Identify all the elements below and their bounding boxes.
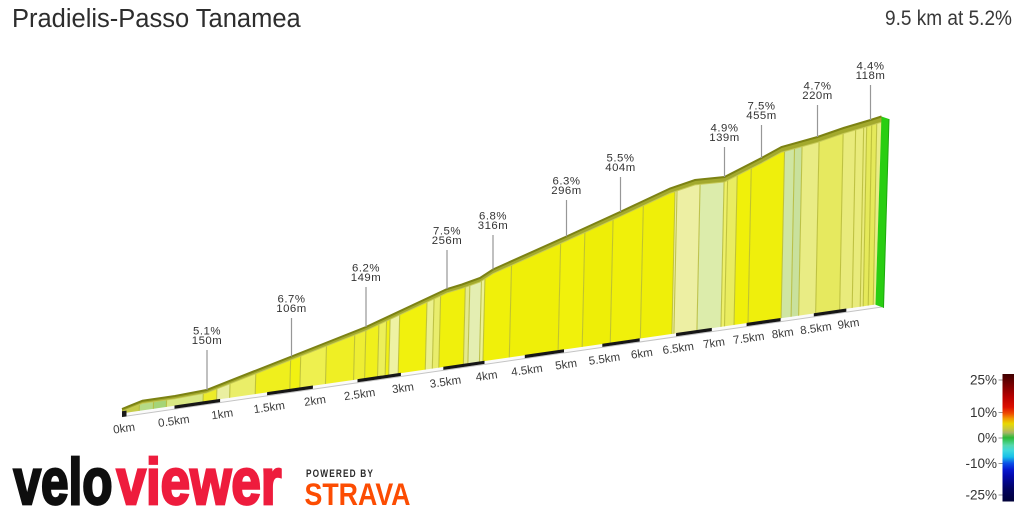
svg-text:296m: 296m [551, 185, 582, 197]
svg-text:6.7%: 6.7% [278, 293, 306, 305]
svg-text:5.1%: 5.1% [193, 325, 221, 337]
svg-text:106m: 106m [276, 303, 307, 315]
svg-text:viewer: viewer [117, 445, 282, 512]
svg-text:7.5km: 7.5km [732, 330, 765, 347]
svg-text:316m: 316m [478, 220, 509, 232]
svg-text:5.5km: 5.5km [588, 351, 621, 368]
svg-text:149m: 149m [351, 272, 382, 284]
svg-text:0.5km: 0.5km [157, 413, 190, 430]
svg-text:6km: 6km [630, 346, 654, 362]
svg-text:7.5%: 7.5% [748, 100, 776, 112]
svg-text:6.5km: 6.5km [662, 340, 695, 357]
svg-text:256m: 256m [432, 235, 463, 247]
svg-text:3km: 3km [391, 380, 415, 396]
svg-text:6.3%: 6.3% [553, 175, 581, 187]
svg-text:455m: 455m [746, 110, 777, 122]
svg-text:-25%: -25% [965, 488, 997, 503]
svg-text:404m: 404m [605, 162, 636, 174]
svg-text:7km: 7km [702, 335, 726, 351]
svg-text:4.5km: 4.5km [510, 362, 543, 379]
svg-text:4km: 4km [475, 368, 499, 384]
svg-text:3.5km: 3.5km [429, 374, 462, 391]
svg-text:220m: 220m [802, 90, 833, 102]
svg-text:9.5 km at 5.2%: 9.5 km at 5.2% [885, 7, 1012, 30]
svg-text:10%: 10% [970, 405, 997, 420]
svg-text:-10%: -10% [965, 456, 997, 471]
svg-text:4.4%: 4.4% [857, 60, 885, 72]
svg-text:7.5%: 7.5% [433, 225, 461, 237]
svg-text:4.9%: 4.9% [711, 122, 739, 134]
svg-text:POWERED BY: POWERED BY [306, 468, 374, 480]
svg-text:2km: 2km [303, 393, 327, 409]
svg-text:25%: 25% [970, 373, 997, 388]
svg-text:4.7%: 4.7% [804, 80, 832, 92]
svg-text:9km: 9km [837, 316, 861, 332]
svg-text:0km: 0km [112, 421, 136, 437]
svg-text:velo: velo [14, 445, 113, 512]
svg-text:0%: 0% [977, 431, 997, 446]
svg-text:150m: 150m [192, 335, 223, 347]
svg-text:1km: 1km [210, 406, 234, 422]
svg-text:STRAVA: STRAVA [305, 476, 411, 512]
svg-text:8km: 8km [771, 326, 795, 342]
svg-text:Pradielis-Passo Tanamea: Pradielis-Passo Tanamea [12, 5, 301, 33]
svg-text:2.5km: 2.5km [343, 386, 376, 403]
svg-text:8.5km: 8.5km [799, 320, 832, 337]
svg-text:139m: 139m [709, 132, 740, 144]
svg-text:1.5km: 1.5km [253, 399, 286, 416]
svg-text:5.5%: 5.5% [607, 152, 635, 164]
svg-text:6.2%: 6.2% [352, 262, 380, 274]
svg-text:5km: 5km [554, 357, 578, 373]
svg-text:118m: 118m [856, 70, 886, 82]
svg-text:6.8%: 6.8% [479, 210, 507, 222]
